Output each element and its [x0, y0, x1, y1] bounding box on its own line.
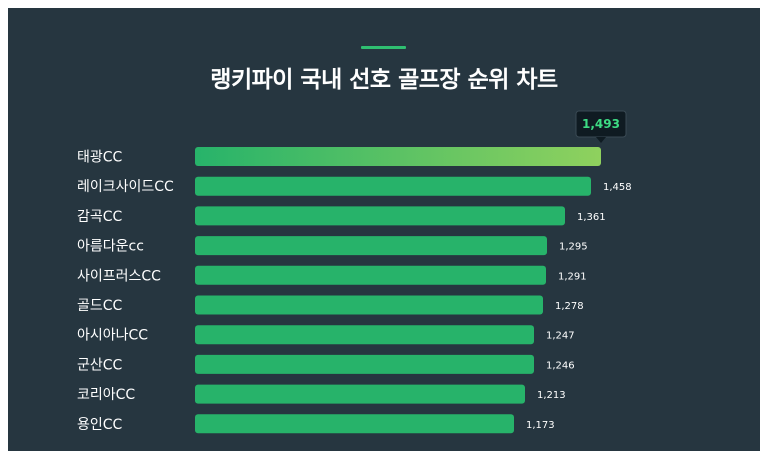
category-label: 사이프러스CC — [77, 268, 161, 284]
value-label: 1,295 — [559, 242, 588, 253]
category-label: 태광CC — [77, 150, 123, 166]
bar-chart: 태광CC 1,493 레이크사이드CC 1,458 감곡CC 1,361 아름다운cc 1,2… — [77, 110, 632, 434]
value-label: 1,291 — [558, 271, 587, 282]
category-label: 감곡CC — [77, 209, 123, 225]
value-label: 1,247 — [546, 331, 575, 342]
category-label: 아시아나CC — [77, 328, 148, 344]
tooltip-value-label: 1,493 — [582, 117, 620, 131]
bar — [195, 354, 534, 374]
bar — [195, 236, 547, 256]
category-label: 골드CC — [77, 298, 123, 314]
value-label: 1,246 — [546, 360, 575, 371]
category-label: 군산CC — [77, 357, 123, 373]
category-label: 아름다운cc — [77, 239, 144, 255]
value-label: 1,173 — [526, 420, 555, 431]
bar — [195, 295, 543, 315]
bar — [195, 147, 601, 166]
value-label: 1,213 — [537, 390, 566, 401]
bar — [195, 265, 546, 285]
category-label: 코리아CC — [77, 387, 135, 403]
bar — [195, 414, 514, 434]
category-label: 레이크사이드CC — [77, 179, 174, 195]
value-tooltip: 1,493 — [575, 110, 627, 143]
bar — [195, 176, 591, 196]
bar — [195, 206, 565, 226]
bar — [195, 384, 525, 404]
title-accent-line — [361, 46, 406, 49]
bar — [195, 325, 534, 345]
chart-panel: 랭키파이 국내 선호 골프장 순위 차트 태광CC 1,493 레이크사이드CC 1,… — [8, 8, 760, 451]
value-label: 1,458 — [603, 182, 632, 193]
category-label: 용인CC — [77, 417, 123, 433]
chart-title: 랭키파이 국내 선호 골프장 순위 차트 — [210, 67, 558, 93]
value-label: 1,278 — [555, 301, 584, 312]
value-label: 1,361 — [577, 212, 606, 223]
